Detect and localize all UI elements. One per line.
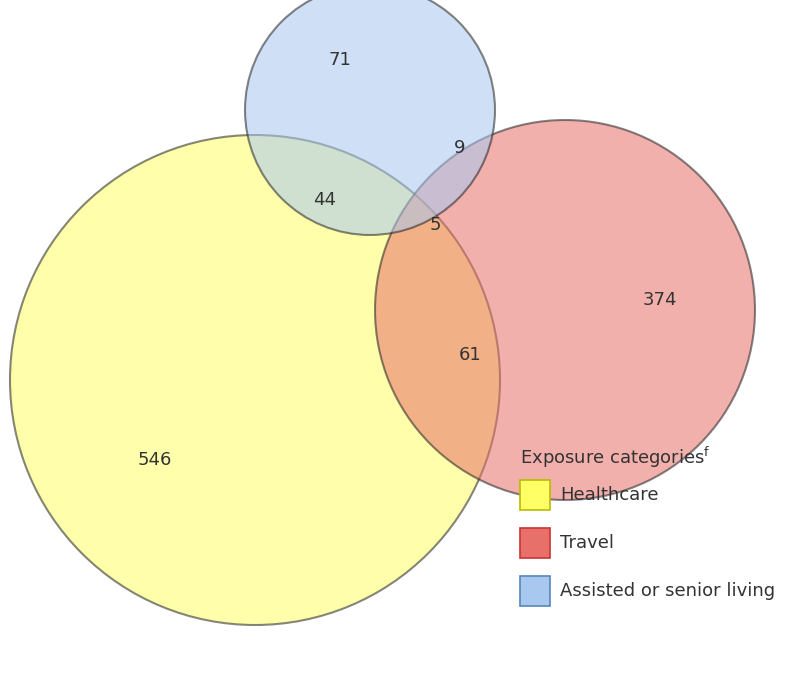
Text: Assisted or senior living: Assisted or senior living: [560, 582, 775, 600]
Text: Exposure categories$^{\mathrm{f}}$: Exposure categories$^{\mathrm{f}}$: [520, 445, 710, 470]
Bar: [520, 528, 550, 558]
Circle shape: [375, 120, 755, 500]
Text: 546: 546: [138, 451, 172, 469]
Text: Travel: Travel: [560, 534, 614, 552]
Text: 44: 44: [314, 191, 337, 209]
Bar: [520, 576, 550, 606]
Circle shape: [10, 135, 500, 625]
Bar: [520, 480, 550, 510]
Text: 9: 9: [454, 139, 466, 157]
Circle shape: [245, 0, 495, 235]
Text: 374: 374: [642, 291, 678, 309]
Text: 61: 61: [458, 346, 482, 364]
Text: 5: 5: [430, 216, 441, 234]
Text: Healthcare: Healthcare: [560, 486, 658, 504]
Text: 71: 71: [329, 51, 351, 69]
